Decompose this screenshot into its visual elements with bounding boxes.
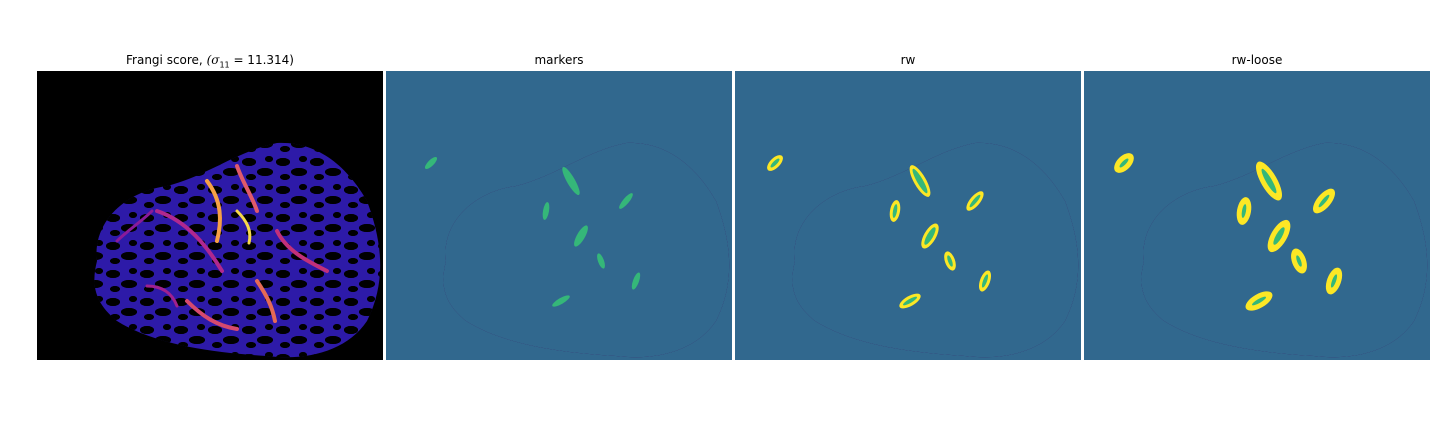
- markers-title: markers: [534, 53, 584, 67]
- rw-image-svg: [735, 71, 1081, 360]
- rw-image: [735, 71, 1081, 360]
- rw-loose-title: rw-loose: [1231, 53, 1283, 67]
- frangi-image: [37, 71, 383, 360]
- frangi-image-svg: [37, 71, 383, 360]
- markers-image-svg: [386, 71, 732, 360]
- rw-loose-image: [1084, 71, 1430, 360]
- rw-title: rw: [900, 53, 916, 67]
- rw-loose-image-svg: [1084, 71, 1430, 360]
- markers-image: [386, 71, 732, 360]
- frangi-title: Frangi score, (σ11 = 11.314): [126, 53, 294, 70]
